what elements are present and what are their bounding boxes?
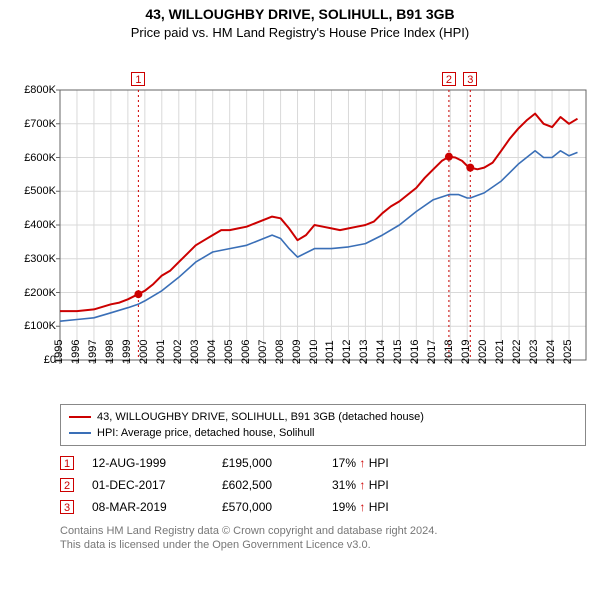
x-axis-label: 2004 <box>206 340 218 364</box>
sales-price: £195,000 <box>222 456 332 470</box>
x-axis-label: 2008 <box>274 340 286 364</box>
arrow-up-icon: ↑ <box>359 478 365 492</box>
x-axis-label: 2022 <box>511 340 523 364</box>
x-axis-label: 1995 <box>53 340 65 364</box>
sales-badge: 1 <box>60 456 74 470</box>
sale-marker-badge: 3 <box>463 72 477 86</box>
plot-overlay: £0£100K£200K£300K£400K£500K£600K£700K£80… <box>60 90 586 360</box>
sales-diff: 31% ↑ HPI <box>332 478 452 492</box>
sales-badge: 2 <box>60 478 74 492</box>
sales-table: 1 12-AUG-1999 £195,000 17% ↑ HPI 2 01-DE… <box>60 452 586 518</box>
y-axis-label: £600K <box>24 152 60 164</box>
y-axis-label: £400K <box>24 219 60 231</box>
legend-swatch-property <box>69 416 91 418</box>
x-axis-label: 2007 <box>257 340 269 364</box>
x-axis-label: 2000 <box>138 340 150 364</box>
x-axis-label: 2021 <box>494 340 506 364</box>
x-axis-label: 2024 <box>545 340 557 364</box>
x-axis-label: 2012 <box>341 340 353 364</box>
sales-row: 2 01-DEC-2017 £602,500 31% ↑ HPI <box>60 474 586 496</box>
x-axis-label: 2014 <box>375 340 387 364</box>
x-axis-label: 2013 <box>358 340 370 364</box>
x-axis-label: 1997 <box>87 340 99 364</box>
x-axis-label: 1999 <box>121 340 133 364</box>
x-axis-label: 2015 <box>392 340 404 364</box>
footer-note: Contains HM Land Registry data © Crown c… <box>60 524 586 553</box>
legend: 43, WILLOUGHBY DRIVE, SOLIHULL, B91 3GB … <box>60 404 586 446</box>
legend-label-hpi: HPI: Average price, detached house, Soli… <box>97 427 315 439</box>
arrow-up-icon: ↑ <box>359 500 365 514</box>
y-axis-label: £200K <box>24 287 60 299</box>
x-axis-label: 2023 <box>528 340 540 364</box>
sales-diff: 19% ↑ HPI <box>332 500 452 514</box>
legend-row-property: 43, WILLOUGHBY DRIVE, SOLIHULL, B91 3GB … <box>69 409 577 425</box>
sales-date: 08-MAR-2019 <box>92 500 222 514</box>
chart: £0£100K£200K£300K£400K£500K£600K£700K£80… <box>0 40 600 400</box>
x-axis-label: 2006 <box>240 340 252 364</box>
sales-badge: 3 <box>60 500 74 514</box>
legend-swatch-hpi <box>69 432 91 434</box>
y-axis-label: £800K <box>24 84 60 96</box>
y-axis-label: £500K <box>24 185 60 197</box>
y-axis-label: £700K <box>24 118 60 130</box>
x-axis-label: 2025 <box>562 340 574 364</box>
x-axis-label: 2020 <box>477 340 489 364</box>
x-axis-label: 2003 <box>189 340 201 364</box>
x-axis-label: 2018 <box>443 340 455 364</box>
sale-marker-badge: 1 <box>131 72 145 86</box>
sales-row: 1 12-AUG-1999 £195,000 17% ↑ HPI <box>60 452 586 474</box>
x-axis-label: 1998 <box>104 340 116 364</box>
x-axis-label: 2009 <box>291 340 303 364</box>
legend-label-property: 43, WILLOUGHBY DRIVE, SOLIHULL, B91 3GB … <box>97 411 424 423</box>
legend-row-hpi: HPI: Average price, detached house, Soli… <box>69 425 577 441</box>
sales-date: 01-DEC-2017 <box>92 478 222 492</box>
sales-price: £602,500 <box>222 478 332 492</box>
x-axis-label: 2019 <box>460 340 472 364</box>
x-axis-label: 2011 <box>324 340 336 364</box>
sales-date: 12-AUG-1999 <box>92 456 222 470</box>
y-axis-label: £100K <box>24 320 60 332</box>
page-subtitle: Price paid vs. HM Land Registry's House … <box>0 25 600 40</box>
x-axis-label: 2005 <box>223 340 235 364</box>
x-axis-label: 2010 <box>308 340 320 364</box>
page-title: 43, WILLOUGHBY DRIVE, SOLIHULL, B91 3GB <box>0 6 600 22</box>
sales-diff: 17% ↑ HPI <box>332 456 452 470</box>
y-axis-label: £300K <box>24 253 60 265</box>
x-axis-label: 1996 <box>70 340 82 364</box>
sales-row: 3 08-MAR-2019 £570,000 19% ↑ HPI <box>60 496 586 518</box>
x-axis-label: 2017 <box>426 340 438 364</box>
x-axis-label: 2016 <box>409 340 421 364</box>
x-axis-label: 2001 <box>155 340 167 364</box>
sales-price: £570,000 <box>222 500 332 514</box>
x-axis-label: 2002 <box>172 340 184 364</box>
arrow-up-icon: ↑ <box>359 456 365 470</box>
sale-marker-badge: 2 <box>442 72 456 86</box>
